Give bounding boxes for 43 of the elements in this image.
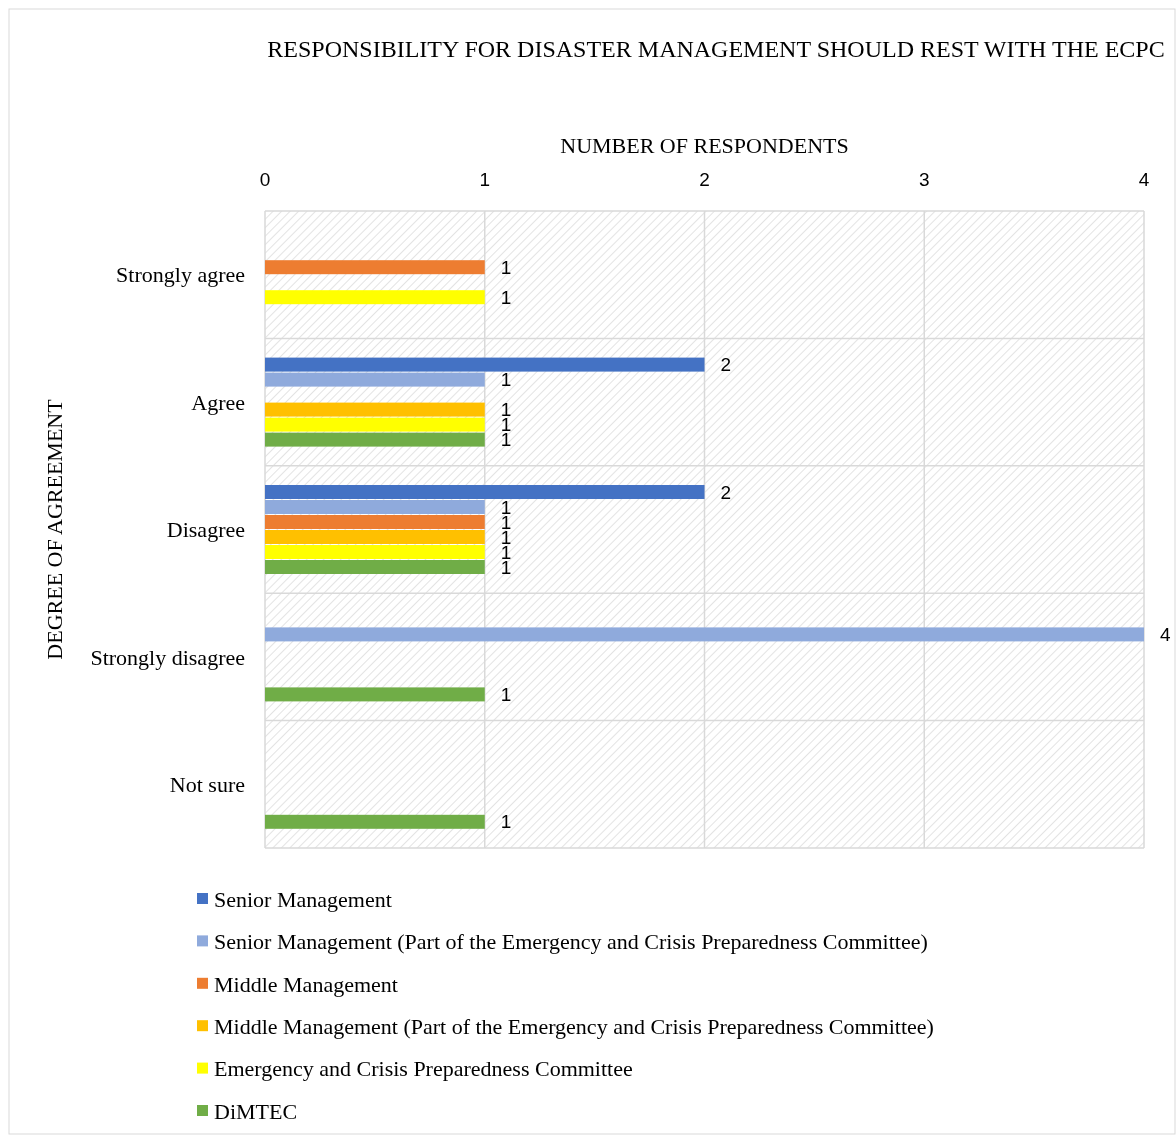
data-label: 2 xyxy=(720,481,732,503)
bar xyxy=(265,500,485,514)
legend-label: Senior Management xyxy=(214,886,392,912)
bar xyxy=(265,485,705,499)
y-tick-label: Not sure xyxy=(169,772,245,797)
data-label: 1 xyxy=(500,286,512,308)
y-axis-title: DEGREE OF AGREEMENT xyxy=(42,398,67,660)
legend-label: Middle Management (Part of the Emergency and Crisis Preparedness Committee) xyxy=(214,1013,934,1039)
x-axis-title: NUMBER OF RESPONDENTS xyxy=(560,133,849,158)
x-tick-label: 2 xyxy=(699,169,710,190)
x-tick-label: 4 xyxy=(1138,169,1150,190)
bar xyxy=(265,627,1144,642)
y-tick-label: Strongly disagree xyxy=(90,644,245,670)
bar xyxy=(265,814,485,829)
bar xyxy=(265,432,485,447)
data-label: 4 xyxy=(1160,624,1171,646)
bar xyxy=(265,560,485,574)
bar xyxy=(265,372,485,387)
bar xyxy=(265,357,705,372)
bar xyxy=(265,417,485,432)
x-tick-label: 0 xyxy=(259,169,271,190)
legend-label: Senior Management (Part of the Emergency and Crisis Preparedness Committee) xyxy=(214,929,928,955)
y-tick-label: Strongly agree xyxy=(116,262,245,288)
legend-label: DiMTEC xyxy=(214,1098,298,1124)
y-tick-label: Agree xyxy=(191,389,245,415)
data-label: 1 xyxy=(500,369,512,391)
bar xyxy=(265,687,485,702)
bar xyxy=(265,260,485,275)
legend-label: Middle Management xyxy=(214,971,398,997)
bar xyxy=(265,530,485,544)
bar xyxy=(265,545,485,559)
x-tick-label: 3 xyxy=(918,169,930,190)
bar xyxy=(265,290,485,305)
data-label: 1 xyxy=(500,811,512,833)
bar xyxy=(265,402,485,417)
bar xyxy=(265,515,485,529)
legend-label: Emergency and Crisis Preparedness Committee xyxy=(214,1056,633,1082)
data-label: 2 xyxy=(720,354,732,376)
chart-title: RESPONSIBILITY FOR DISASTER MANAGEMENT SHOULD REST WITH THE ECPC xyxy=(267,36,1165,62)
y-tick-label: Disagree xyxy=(166,517,245,543)
data-label: 1 xyxy=(500,256,512,278)
data-label: 1 xyxy=(500,684,512,706)
x-tick-label: 1 xyxy=(479,169,491,190)
